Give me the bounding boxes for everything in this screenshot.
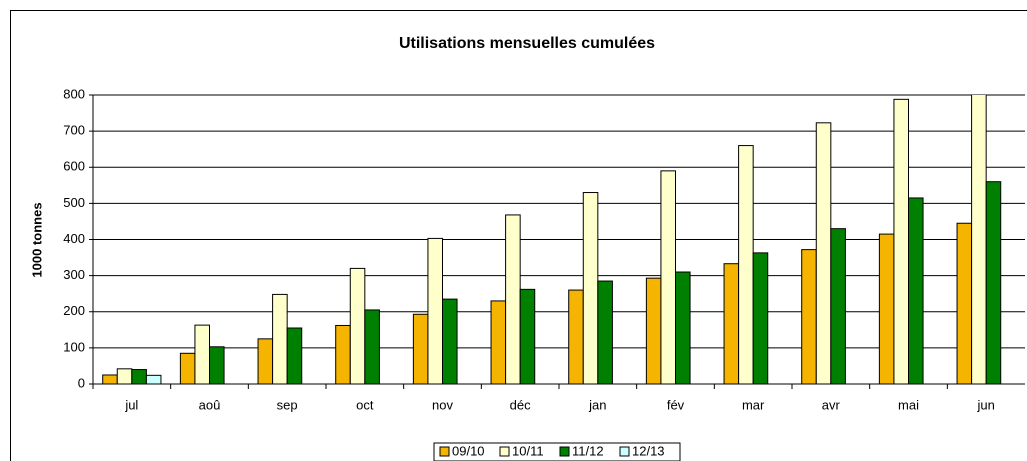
y-tick-label: 0 xyxy=(78,375,85,390)
legend-swatch xyxy=(499,446,510,457)
y-tick-label: 400 xyxy=(63,231,85,246)
bar xyxy=(116,368,133,385)
bar xyxy=(194,324,210,385)
legend-swatch xyxy=(559,446,570,457)
x-tick-label: jul xyxy=(124,397,138,412)
bar xyxy=(752,252,769,385)
bar xyxy=(272,293,288,385)
bar xyxy=(597,280,613,385)
x-tick-label: avr xyxy=(822,397,841,412)
bar xyxy=(830,228,846,385)
bar xyxy=(893,98,909,385)
bar xyxy=(675,271,691,385)
x-tick-label: jun xyxy=(976,397,994,412)
bar xyxy=(645,277,662,385)
bar xyxy=(442,298,458,385)
bar xyxy=(971,95,987,385)
bar xyxy=(505,214,521,385)
bar xyxy=(723,263,740,385)
y-axis-label: 1000 tonnes xyxy=(29,202,44,277)
bar xyxy=(568,289,584,385)
x-tick-label: fév xyxy=(667,397,685,412)
bar xyxy=(738,145,754,385)
bar xyxy=(286,327,303,385)
bar xyxy=(908,197,924,385)
legend-label: 10/11 xyxy=(512,443,544,458)
bar xyxy=(349,267,366,385)
x-tick-label: mar xyxy=(742,397,765,412)
bars xyxy=(102,95,1002,385)
legend-label: 09/10 xyxy=(452,443,485,458)
bar xyxy=(815,122,832,385)
bar xyxy=(801,249,817,385)
legend-swatch xyxy=(439,446,450,457)
legend-label: 12/13 xyxy=(632,443,665,458)
bar xyxy=(582,192,599,385)
legend-box xyxy=(433,442,681,461)
bar xyxy=(102,374,118,385)
y-tick-label: 100 xyxy=(63,339,85,354)
y-tick-label: 200 xyxy=(63,303,85,318)
bar xyxy=(878,233,895,385)
x-tick-label: jan xyxy=(588,397,606,412)
bar xyxy=(519,288,536,385)
x-tick-label: mai xyxy=(898,397,919,412)
legend-swatch xyxy=(619,446,630,457)
x-tick-label: aoû xyxy=(199,397,221,412)
bar xyxy=(660,170,676,385)
bar xyxy=(490,300,507,385)
bar xyxy=(364,309,380,385)
y-tick-label: 700 xyxy=(63,123,85,138)
x-tick-label: sep xyxy=(277,397,298,412)
x-tick-label: oct xyxy=(356,397,374,412)
bar xyxy=(209,346,225,385)
y-tick-label: 500 xyxy=(63,195,85,210)
x-tick-label: déc xyxy=(510,397,531,412)
bar xyxy=(985,181,1002,385)
bar xyxy=(131,369,147,385)
chart-title: Utilisations mensuelles cumulées xyxy=(399,35,655,52)
bar xyxy=(179,352,196,385)
bar xyxy=(427,237,443,385)
bar xyxy=(412,313,429,385)
bar xyxy=(335,324,351,385)
bar xyxy=(145,374,162,385)
bar xyxy=(956,222,973,385)
y-tick-label: 300 xyxy=(63,267,85,282)
x-tick-label: nov xyxy=(432,397,453,412)
bar xyxy=(257,338,274,385)
y-tick-label: 600 xyxy=(63,159,85,174)
legend-label: 11/12 xyxy=(572,443,604,458)
y-tick-label: 800 xyxy=(63,86,85,101)
